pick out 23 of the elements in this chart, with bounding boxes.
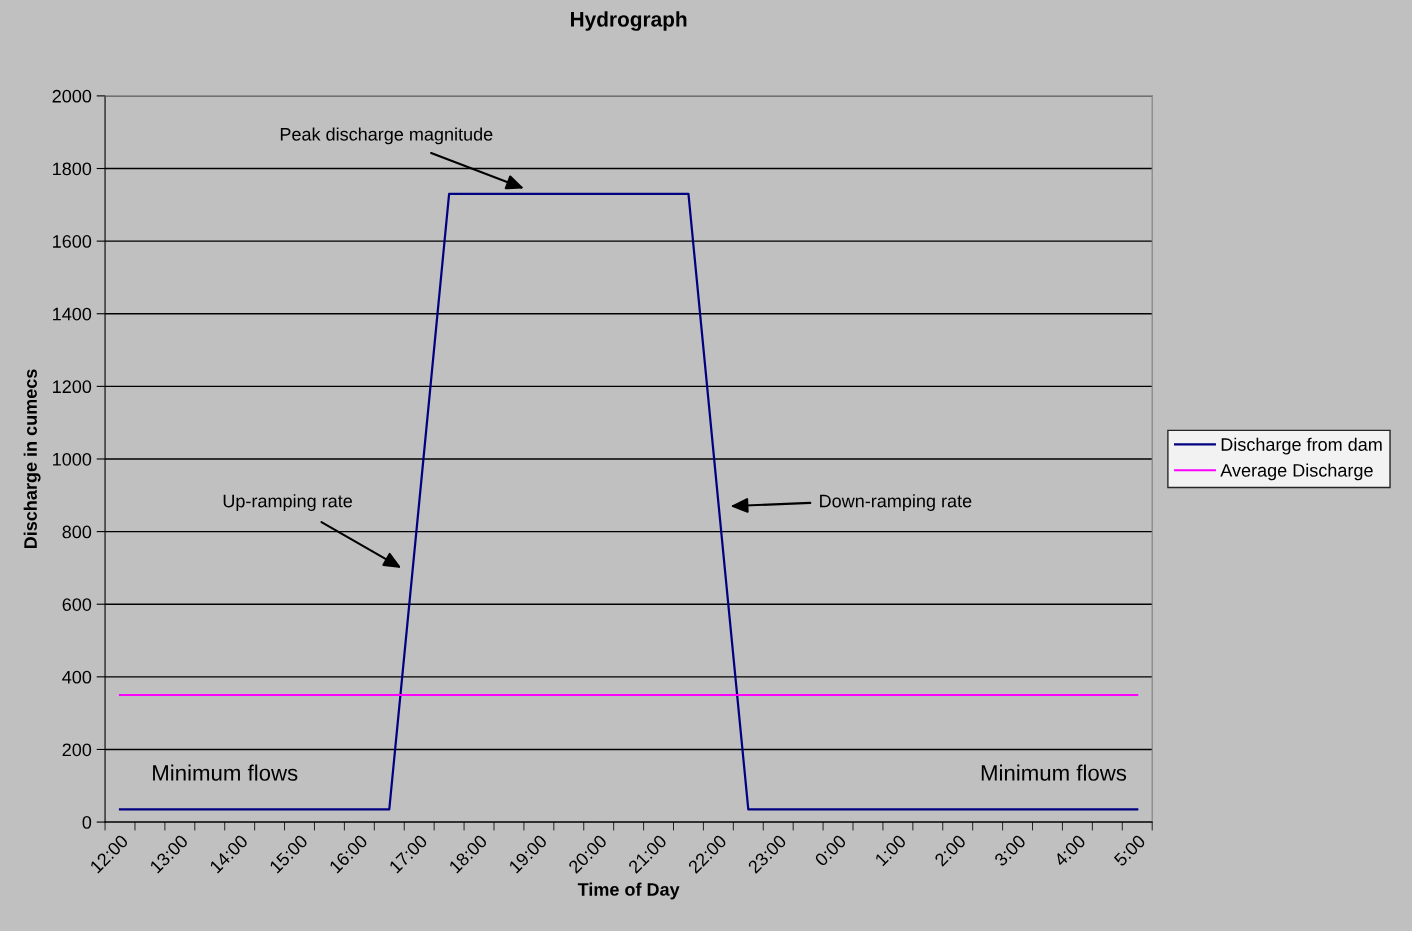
chart-title: Hydrograph [570, 11, 687, 31]
y-tick-label: 1800 [53, 162, 92, 176]
annotation: Peak discharge magnitude [280, 127, 493, 145]
annotation: Up-ramping rate [223, 494, 352, 511]
y-tick-label: 2000 [52, 89, 92, 103]
x-tick-label: 0:00 [814, 834, 847, 867]
y-axis-title: Discharge in cumecs [23, 369, 41, 549]
y-tick-label: 1000 [53, 452, 92, 466]
y-tick-label: 600 [62, 598, 92, 611]
annotation: Minimum flows [153, 764, 298, 781]
y-tick-label: 0 [82, 816, 92, 829]
x-axis-title: Time of Day [577, 882, 680, 900]
annotation: Down-ramping rate [820, 494, 972, 511]
y-tick-label: 1600 [53, 235, 92, 248]
annotation: Minimum flows [981, 764, 1127, 781]
x-tick-label: 4:00 [1053, 834, 1087, 868]
legend-label: Discharge from dam [1221, 437, 1382, 455]
y-tick-label: 200 [62, 743, 92, 757]
y-tick-label: 400 [62, 670, 92, 684]
y-tick-label: 800 [62, 525, 92, 539]
y-tick-label: 1200 [53, 380, 92, 394]
y-tick-label: 1400 [53, 307, 92, 321]
legend-label: Average Discharge [1220, 463, 1373, 481]
